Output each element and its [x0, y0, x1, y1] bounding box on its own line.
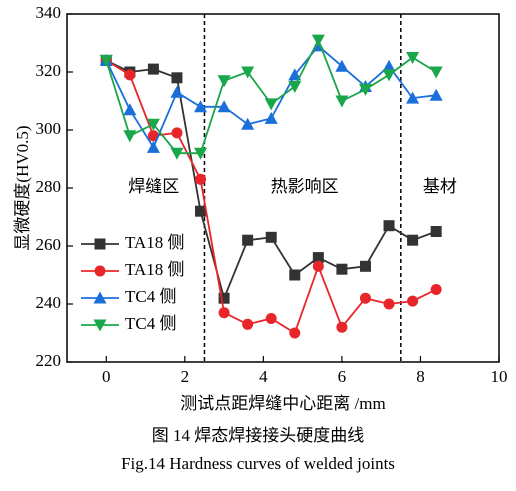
region-label: 基材 [423, 177, 457, 196]
marker [429, 66, 443, 79]
marker [170, 147, 184, 160]
marker [429, 88, 443, 101]
marker [289, 269, 301, 281]
marker [123, 103, 137, 116]
marker [358, 83, 372, 96]
region-label: 焊缝区 [128, 177, 179, 196]
y-tick-label: 320 [36, 61, 62, 80]
marker [265, 231, 277, 243]
caption-en: Fig.14 Hardness curves of welded joints [121, 454, 395, 473]
marker [147, 63, 159, 75]
marker [195, 205, 207, 217]
y-tick-label: 280 [36, 177, 62, 196]
marker [93, 291, 107, 304]
marker [407, 234, 419, 246]
marker [146, 140, 160, 153]
marker [217, 100, 231, 113]
marker [218, 307, 230, 319]
marker [264, 98, 278, 111]
marker [312, 252, 324, 264]
caption-cn: 图 14 焊态焊接接头硬度曲线 [152, 426, 365, 445]
legend-label: TC4 侧 [125, 314, 176, 333]
marker [241, 66, 255, 79]
x-tick-label: 8 [416, 367, 425, 386]
marker [241, 117, 255, 130]
y-tick-label: 300 [36, 119, 62, 138]
marker [264, 111, 278, 124]
marker [218, 292, 230, 304]
marker [336, 263, 348, 275]
x-tick-label: 10 [491, 367, 508, 386]
region-label: 热影响区 [271, 177, 339, 196]
x-tick-label: 4 [259, 367, 268, 386]
x-tick-label: 2 [181, 367, 190, 386]
x-axis-label: 测试点距焊缝中心距离 /mm [180, 394, 385, 413]
marker [359, 260, 371, 272]
marker [383, 298, 395, 310]
marker [406, 52, 420, 64]
marker [242, 234, 254, 246]
plot-frame [66, 13, 500, 363]
legend-label: TA18 侧 [125, 233, 185, 252]
y-axis-label: 显微硬度(HV0.5) [13, 125, 32, 250]
marker [407, 295, 419, 307]
marker [288, 81, 302, 93]
marker [288, 68, 302, 81]
y-tick-label: 340 [36, 3, 62, 22]
marker [217, 75, 231, 88]
x-tick-label: 6 [338, 367, 347, 386]
marker [242, 318, 254, 330]
y-tick-label: 260 [36, 235, 62, 254]
marker [123, 130, 137, 143]
marker [335, 59, 349, 72]
marker [171, 72, 183, 84]
marker [170, 85, 184, 98]
marker [359, 292, 371, 304]
marker [336, 321, 348, 333]
marker [147, 130, 159, 142]
marker [99, 54, 113, 67]
marker [195, 173, 207, 185]
marker [124, 69, 136, 81]
y-tick-label: 220 [36, 351, 62, 370]
marker [171, 127, 183, 139]
marker [311, 34, 325, 47]
marker [94, 238, 106, 250]
marker [94, 265, 106, 277]
marker [335, 95, 349, 108]
y-tick-label: 240 [36, 293, 62, 312]
marker [194, 147, 208, 160]
marker [430, 284, 442, 295]
marker [93, 319, 107, 332]
marker [382, 59, 396, 72]
marker [146, 118, 160, 131]
marker [289, 327, 301, 339]
marker [406, 91, 420, 104]
marker [382, 69, 396, 82]
marker [430, 226, 442, 237]
marker [383, 220, 395, 232]
marker [194, 100, 208, 113]
marker [265, 313, 277, 324]
legend-label: TC4 侧 [125, 287, 176, 306]
marker [312, 260, 324, 272]
x-tick-label: 0 [102, 367, 111, 386]
legend-label: TA18 侧 [125, 260, 185, 279]
